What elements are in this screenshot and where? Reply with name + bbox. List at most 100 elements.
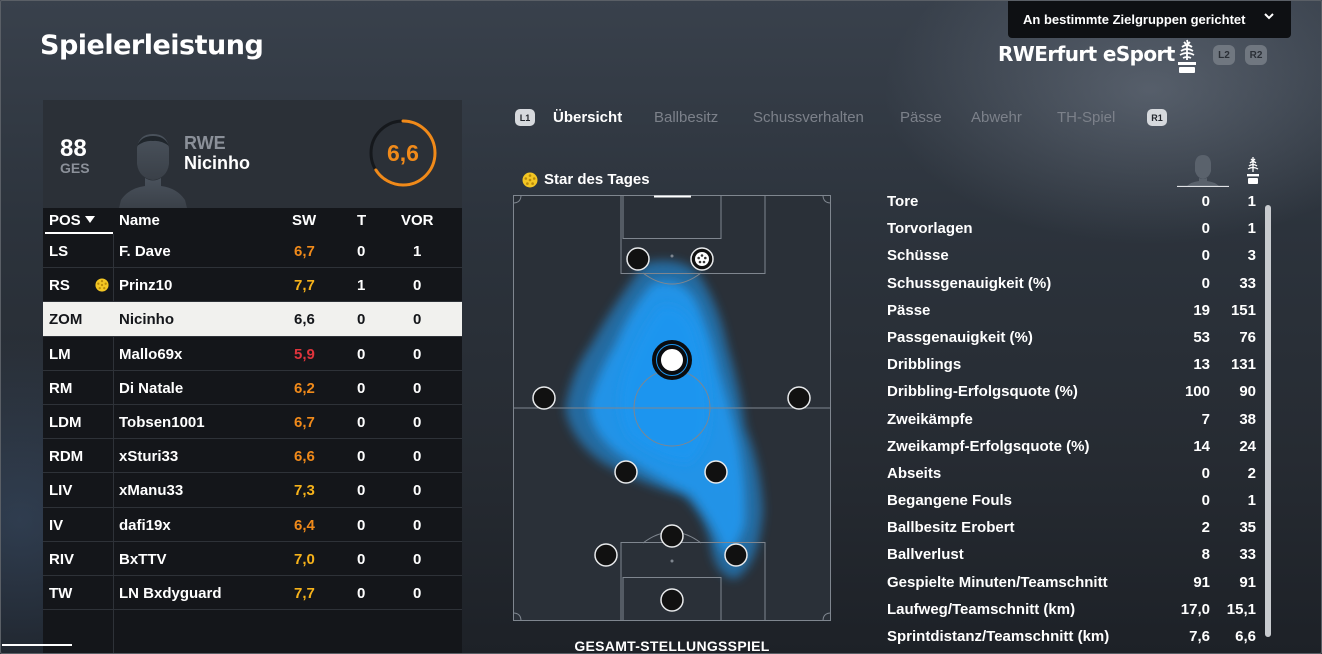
star-of-day-icon (522, 172, 538, 187)
tab-uebersicht[interactable]: Übersicht (553, 109, 623, 126)
player-row[interactable]: ZOM Nicinho 6,6 0 0 (43, 302, 462, 337)
player-row[interactable]: RDM xSturi33 6,6 0 0 (43, 439, 462, 474)
r2-button[interactable]: R2 (1245, 45, 1267, 65)
stats-tabs: L1 Übersicht Ballbesitz Schussverhalten … (515, 107, 1175, 129)
tab-ballbesitz[interactable]: Ballbesitz (654, 109, 719, 126)
t-column-header[interactable]: T (357, 212, 367, 229)
stat-row: Ballbesitz Erobert 2 35 (887, 514, 1262, 541)
stat-team-value: 15,1 (1226, 600, 1256, 618)
l1-button[interactable]: L1 (515, 109, 535, 126)
stat-label: Abseits (887, 464, 942, 482)
player-name: dafi19x (119, 516, 171, 534)
player-row[interactable]: LIV xManu33 7,3 0 0 (43, 473, 462, 508)
audience-dropdown[interactable]: An bestimmte Zielgruppen gerichtet (1008, 0, 1291, 38)
player-row[interactable]: LS F. Dave 6,7 0 1 (43, 234, 462, 269)
player-assists: 0 (413, 516, 422, 534)
marker-zom-selected[interactable] (652, 340, 692, 380)
player-assists: 0 (413, 413, 422, 431)
l2-button[interactable]: L2 (1213, 45, 1235, 65)
overall-rating-label: GES (60, 160, 90, 176)
tab-schussverhalten[interactable]: Schussverhalten (753, 109, 864, 126)
stat-player-value: 0 (1201, 220, 1210, 238)
tab-abwehr[interactable]: Abwehr (971, 109, 1022, 126)
player-name: Nicinho (119, 311, 174, 329)
player-rating: 6,7 (294, 243, 315, 260)
stat-team-value: 131 (1230, 356, 1256, 374)
stat-label: Dribblings (887, 356, 962, 374)
player-position: RM (49, 379, 73, 397)
marker-tw[interactable] (660, 588, 684, 612)
stat-label: Dribbling-Erfolgsquote (%) (887, 383, 1078, 401)
tab-th-spiel[interactable]: TH-Spiel (1057, 109, 1116, 126)
stat-player-value: 91 (1193, 573, 1210, 591)
stat-player-value: 13 (1193, 356, 1210, 374)
star-of-day-icon (95, 278, 109, 292)
player-row[interactable]: LDM Tobsen1001 6,7 0 0 (43, 405, 462, 440)
player-name: xManu33 (119, 482, 184, 500)
player-name: Di Natale (119, 379, 184, 397)
chevron-down-icon (1264, 13, 1274, 20)
player-name: BxTTV (119, 550, 167, 568)
stat-team-value: 91 (1239, 573, 1256, 591)
overall-rating-value: 88 (60, 135, 87, 162)
marker-rm[interactable] (787, 386, 811, 410)
penalty-spot (670, 254, 674, 258)
stat-row: Zweikampf-Erfolgsquote (%) 14 24 (887, 433, 1262, 460)
player-row[interactable]: RIV BxTTV 7,0 0 0 (43, 542, 462, 576)
player-row[interactable]: RS Prinz10 7,7 1 0 (43, 268, 462, 303)
tab-paesse[interactable]: Pässe (900, 109, 942, 126)
stat-player-value: 8 (1201, 546, 1210, 564)
player-row[interactable]: LM Mallo69x 5,9 0 0 (43, 337, 462, 371)
marker-liv[interactable] (594, 543, 618, 567)
player-position: LS (49, 243, 69, 260)
r1-button[interactable]: R1 (1147, 109, 1167, 126)
player-club: RWE (184, 133, 226, 153)
player-rating: 7,0 (294, 550, 315, 568)
player-rating: 6,2 (294, 379, 315, 397)
stat-row: Laufweg/Teamschnitt (km) 17,0 15,1 (887, 596, 1262, 623)
player-assists: 0 (413, 550, 422, 568)
marker-iv[interactable] (660, 524, 684, 548)
stat-label: Gespielte Minuten/Teamschnitt (887, 573, 1108, 591)
name-column-header[interactable]: Name (119, 212, 160, 229)
player-position: IV (49, 516, 64, 534)
stat-team-value: 3 (1247, 247, 1256, 265)
player-goals: 0 (357, 413, 366, 431)
stat-row: Passgenauigkeit (%) 53 76 (887, 324, 1262, 351)
stat-label: Ballverlust (887, 546, 964, 564)
player-rating: 6,6 (294, 448, 315, 466)
stat-player-value: 0 (1201, 247, 1210, 265)
marker-lm[interactable] (532, 386, 556, 410)
vor-column-header[interactable]: VOR (401, 212, 434, 229)
heatmap-zones (565, 260, 763, 579)
page-title: Spielerleistung (40, 30, 264, 61)
player-goals: 0 (357, 516, 366, 534)
marker-ls[interactable] (626, 247, 650, 271)
marker-riv[interactable] (724, 543, 748, 567)
marker-rdm[interactable] (704, 460, 728, 484)
stat-row: Begangene Fouls 0 1 (887, 487, 1262, 514)
stat-team-value: 1 (1247, 492, 1256, 510)
stat-team-value: 2 (1247, 464, 1256, 482)
table-header: POS Name SW T VOR (43, 208, 462, 234)
pos-column-header[interactable]: POS (49, 212, 95, 229)
player-goals: 0 (357, 482, 366, 500)
stat-player-value: 0 (1201, 492, 1210, 510)
player-position: LIV (49, 482, 73, 500)
marker-ldm[interactable] (614, 460, 638, 484)
player-position: RDM (49, 448, 84, 466)
stats-scrollbar-thumb[interactable] (1265, 205, 1271, 637)
sw-column-header[interactable]: SW (292, 212, 317, 229)
stat-player-value: 0 (1201, 464, 1210, 482)
player-rating: 7,7 (294, 584, 315, 602)
player-row[interactable]: RM Di Natale 6,2 0 0 (43, 371, 462, 405)
stat-label: Zweikämpfe (887, 410, 973, 428)
player-row[interactable]: TW LN Bxdyguard 7,7 0 0 (43, 576, 462, 611)
stat-player-value: 19 (1193, 301, 1210, 319)
stat-team-value: 90 (1239, 383, 1256, 401)
player-name: xSturi33 (119, 448, 179, 466)
player-name: Nicinho (184, 153, 250, 173)
stat-row: Gespielte Minuten/Teamschnitt 91 91 (887, 569, 1262, 596)
stat-team-value: 38 (1239, 410, 1256, 428)
player-row[interactable]: IV dafi19x 6,4 0 0 (43, 508, 462, 542)
